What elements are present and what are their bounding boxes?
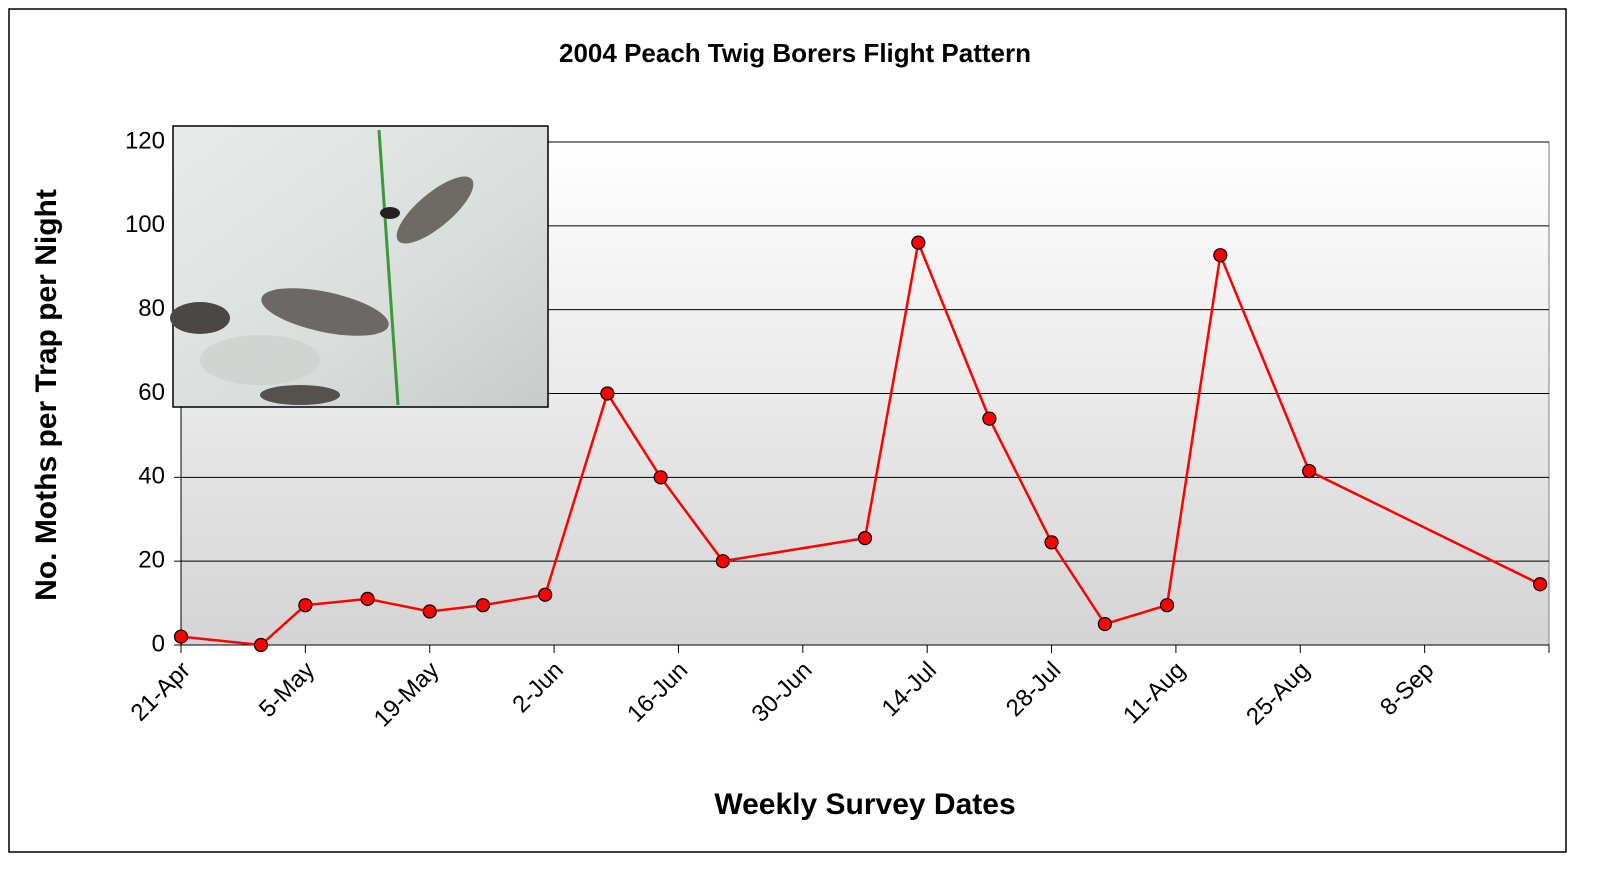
y-tick-label: 40 [138,463,165,490]
data-point [1045,536,1058,549]
data-point [1303,465,1316,478]
data-point [983,412,996,425]
data-point [1534,578,1547,591]
data-point [654,471,667,484]
data-point [1214,249,1227,262]
chart: 02040608010012021-Apr5-May19-May2-Jun16-… [0,0,1618,879]
y-tick-label: 20 [138,547,165,574]
chart-title: 2004 Peach Twig Borers Flight Pattern [559,38,1031,68]
data-point [716,555,729,568]
x-axis-title: Weekly Survey Dates [714,788,1015,821]
data-point [175,630,188,643]
y-tick-label: 60 [138,379,165,406]
data-point [254,639,267,652]
y-tick-label: 100 [125,211,165,238]
y-tick-label: 120 [125,127,165,154]
data-point [477,599,490,612]
y-axis-title: No. Moths per Trap per Night [30,189,63,601]
data-point [299,599,312,612]
data-point [361,592,374,605]
y-tick-label: 80 [138,295,165,322]
inset-photo [170,126,548,407]
data-point [1161,599,1174,612]
y-tick-label: 0 [152,630,165,657]
data-point [1098,618,1111,631]
data-point [601,387,614,400]
data-point [539,588,552,601]
data-point [859,532,872,545]
data-point [912,236,925,249]
data-point [423,605,436,618]
